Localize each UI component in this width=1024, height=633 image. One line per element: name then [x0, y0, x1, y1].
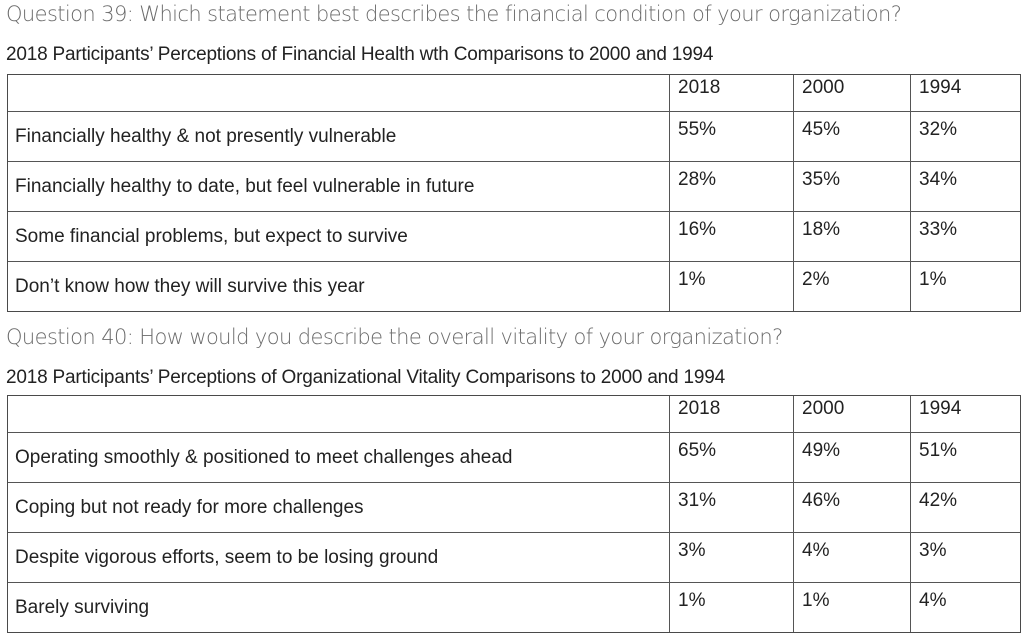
- table-row: Coping but not ready for more challenges…: [8, 483, 1020, 533]
- table-row: Don’t know how they will survive this ye…: [8, 262, 1020, 311]
- column-header: 2018: [670, 396, 794, 433]
- question-40-subtitle: 2018 Participants’ Perceptions of Organi…: [6, 367, 725, 388]
- cell-value: 35%: [794, 162, 911, 212]
- cell-value: 28%: [670, 162, 794, 212]
- table-header-row: 2018 2000 1994: [8, 396, 1020, 433]
- column-header: 1994: [911, 396, 1020, 433]
- table-header-row: 2018 2000 1994: [8, 75, 1020, 112]
- column-header: 2000: [794, 396, 911, 433]
- column-header: 2018: [670, 75, 794, 112]
- cell-value: 34%: [911, 162, 1020, 212]
- cell-value: 4%: [794, 533, 911, 583]
- header-blank-cell: [8, 396, 670, 433]
- cell-value: 1%: [670, 583, 794, 632]
- cell-value: 3%: [911, 533, 1020, 583]
- cell-value: 16%: [670, 212, 794, 262]
- header-blank-cell: [8, 75, 670, 112]
- cell-value: 31%: [670, 483, 794, 533]
- cell-value: 1%: [919, 269, 947, 290]
- row-label: Operating smoothly & positioned to meet …: [8, 433, 670, 483]
- financial-health-table: 2018 2000 1994 Financially healthy & not…: [7, 74, 1021, 312]
- table-row: Operating smoothly & positioned to meet …: [8, 433, 1020, 483]
- question-40-title: Question 40: How would you describe the …: [6, 325, 783, 349]
- question-39-subtitle: 2018 Participants’ Perceptions of Financ…: [6, 44, 714, 65]
- cell-value: 45%: [794, 112, 911, 162]
- cell-value: 4%: [919, 590, 947, 611]
- row-label: Despite vigorous efforts, seem to be los…: [8, 533, 670, 583]
- organizational-vitality-table: 2018 2000 1994 Operating smoothly & posi…: [7, 395, 1021, 633]
- cell-value: 3%: [670, 533, 794, 583]
- cell-value: 33%: [911, 212, 1020, 262]
- cell-value: 18%: [794, 212, 911, 262]
- row-label: Don’t know how they will survive this ye…: [8, 262, 670, 311]
- table-row: Despite vigorous efforts, seem to be los…: [8, 533, 1020, 583]
- column-header: 2000: [794, 75, 911, 112]
- cell-value: 55%: [670, 112, 794, 162]
- row-label: Barely surviving: [8, 583, 670, 632]
- column-header: 1994: [911, 75, 1020, 112]
- cell-value: 49%: [794, 433, 911, 483]
- row-label: Coping but not ready for more challenges: [8, 483, 670, 533]
- cell-value: 1%: [794, 583, 911, 632]
- question-39-title: Question 39: Which statement best descri…: [6, 2, 902, 26]
- cell-value: 51%: [911, 433, 1020, 483]
- cell-value: 1%: [670, 262, 794, 311]
- table-row: Some financial problems, but expect to s…: [8, 212, 1020, 262]
- table-row: Barely surviving 1% 1% 4%: [8, 583, 1020, 632]
- table-row: Financially healthy & not presently vuln…: [8, 112, 1020, 162]
- cell-value: 2%: [794, 262, 911, 311]
- row-label: Some financial problems, but expect to s…: [8, 212, 670, 262]
- table-row: Financially healthy to date, but feel vu…: [8, 162, 1020, 212]
- cell-value: 46%: [794, 483, 911, 533]
- row-label: Financially healthy & not presently vuln…: [8, 112, 670, 162]
- row-label: Financially healthy to date, but feel vu…: [8, 162, 670, 212]
- cell-value: 32%: [911, 112, 1020, 162]
- cell-value: 42%: [911, 483, 1020, 533]
- cell-value: 65%: [670, 433, 794, 483]
